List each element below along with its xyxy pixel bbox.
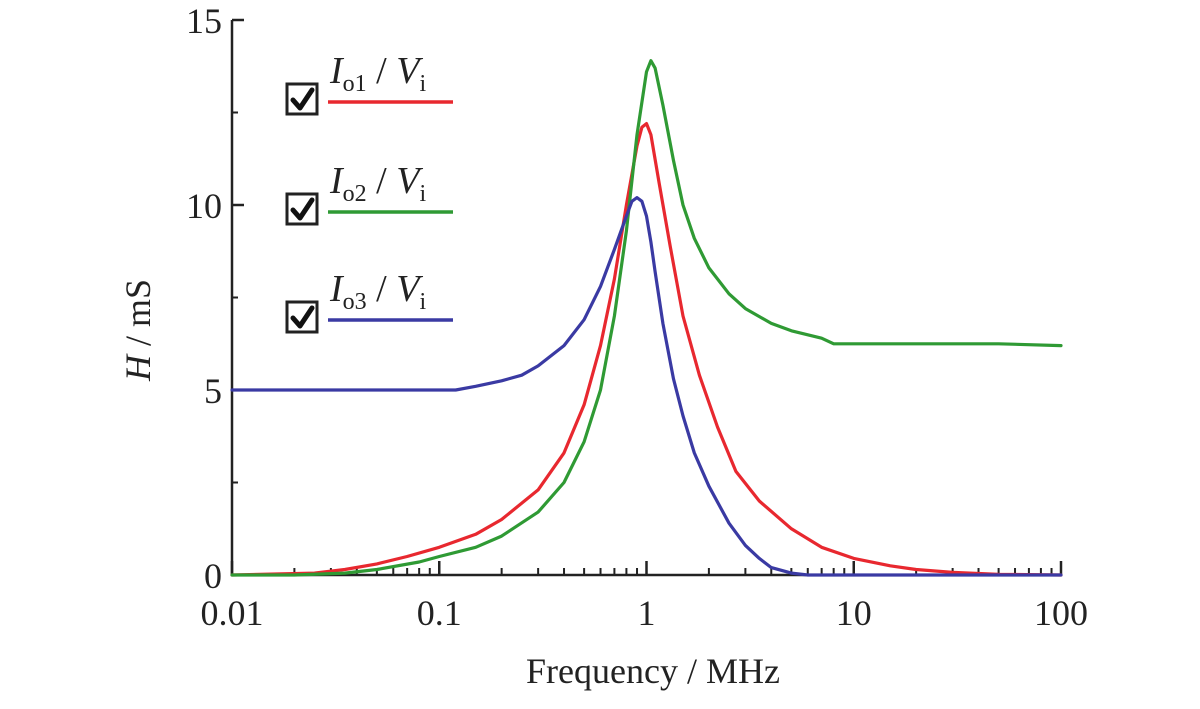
x-tick-label: 100 [1034,593,1088,633]
axes: 0 5 10 15 0.01 0.1 1 10 100 [186,1,1088,633]
legend: Io1 / Vi Io2 / Vi Io3 / Vi [285,50,453,334]
x-axis-title: Frequency / MHz [526,651,780,691]
y-axis-title-var: H [118,353,158,382]
y-axis-title: H / mS [118,279,158,382]
y-tick-label: 5 [204,371,222,411]
x-tick-label: 0.01 [201,593,264,633]
series-lines [230,59,1063,577]
y-tick-label: 15 [186,1,222,41]
legend-entry-2: Io2 / Vi [285,160,453,226]
checkmark-icon [290,197,315,221]
y-tick-label: 0 [204,556,222,596]
checkmark-icon [290,305,315,329]
axis-titles: Frequency / MHz H / mS [118,279,780,691]
checkmark-icon [290,87,315,111]
legend-entry-3: Io3 / Vi [285,268,453,334]
series-line-3 [230,196,1063,577]
series-line-1 [230,122,1063,577]
legend-label: Io3 / Vi [329,268,426,315]
legend-label: Io2 / Vi [329,160,426,207]
x-tick-label: 1 [638,593,656,633]
y-tick-label: 10 [186,186,222,226]
y-axis-title-unit: / mS [118,279,158,355]
x-tick-label: 10 [836,593,872,633]
series-line-2 [230,59,1063,577]
legend-entry-1: Io1 / Vi [285,50,453,116]
x-tick-label: 0.1 [417,593,462,633]
legend-label: Io1 / Vi [329,50,426,97]
